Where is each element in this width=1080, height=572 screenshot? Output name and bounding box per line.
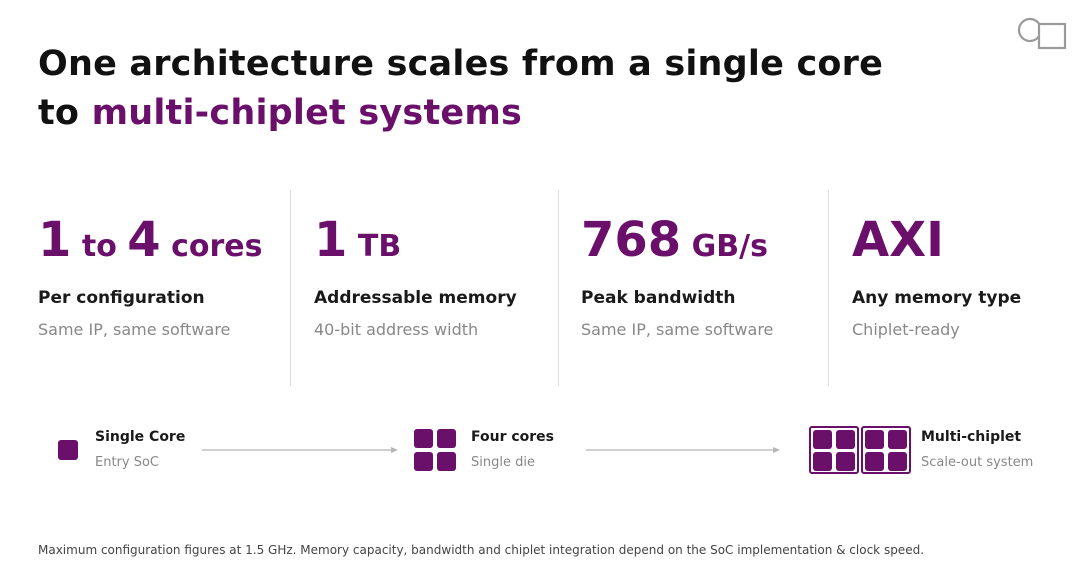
core-square (58, 440, 78, 460)
stat-sub: Same IP, same software (581, 320, 774, 339)
headline-line-1: One architecture scales from a single co… (38, 44, 884, 84)
stat-sub: 40-bit address width (314, 320, 479, 339)
core-square (437, 429, 456, 448)
flow-step-title: Multi-chiplet (921, 429, 1022, 445)
stat-value: AXI (852, 212, 944, 279)
stat-value: 768 GB/s (581, 212, 768, 279)
headline-prefix: to (38, 93, 92, 133)
stats-row: 1 to 4 cores Per configuration Same IP, … (0, 190, 1080, 386)
core-square (888, 430, 907, 449)
stat-value-unit: cores (160, 229, 263, 264)
circle-square-logo-icon (1017, 17, 1067, 50)
flow-step-title: Four cores (471, 429, 555, 445)
core-square (414, 429, 433, 448)
stat-sub: Same IP, same software (38, 320, 231, 339)
headline-line-2: to multi-chiplet systems (38, 89, 883, 138)
flow-step-sub: Single die (471, 455, 535, 470)
stat-label: Peak bandwidth (581, 288, 736, 308)
stat-divider (290, 190, 291, 386)
stat-value-text: AXI (852, 212, 945, 268)
scaling-flow: Single Core Entry SoC Four cores Single … (0, 420, 1080, 480)
flow-step-sub: Entry SoC (95, 455, 160, 470)
arrow-right-icon (202, 447, 398, 453)
stat-value-number: 768 (581, 212, 682, 268)
chiplet-frame (861, 426, 911, 474)
core-square (836, 452, 855, 471)
stat-value-unit: GB/s (681, 229, 768, 264)
core-square (813, 452, 832, 471)
stat-value-min: 1 (38, 212, 72, 268)
stat-divider (828, 190, 829, 386)
footnote: Maximum configuration figures at 1.5 GHz… (38, 543, 925, 557)
flow-step-sub: Scale-out system (921, 455, 1034, 470)
stat-value-number: 1 (314, 212, 348, 268)
core-square (813, 430, 832, 449)
stat-sub: Chiplet-ready (852, 320, 960, 339)
arrow-right-icon (586, 447, 780, 453)
headline-accent: multi-chiplet systems (91, 93, 523, 133)
stat-value-to: to (71, 229, 128, 264)
core-square (437, 452, 456, 471)
core-square (865, 452, 884, 471)
stat-divider (558, 190, 559, 386)
flow-step-title: Single Core (95, 429, 186, 445)
core-square (865, 430, 884, 449)
core-square (836, 430, 855, 449)
core-square (414, 452, 433, 471)
core-square (888, 452, 907, 471)
stat-label: Per configuration (38, 288, 205, 308)
chiplet-frame (809, 426, 859, 474)
stat-label: Addressable memory (314, 288, 517, 308)
page-title: One architecture scales from a single co… (38, 40, 883, 138)
stat-value-unit: TB (347, 229, 402, 264)
stat-value-max: 4 (127, 212, 161, 268)
stat-value: 1 TB (314, 212, 401, 279)
stat-label: Any memory type (852, 288, 1022, 308)
stat-value: 1 to 4 cores (38, 212, 263, 279)
